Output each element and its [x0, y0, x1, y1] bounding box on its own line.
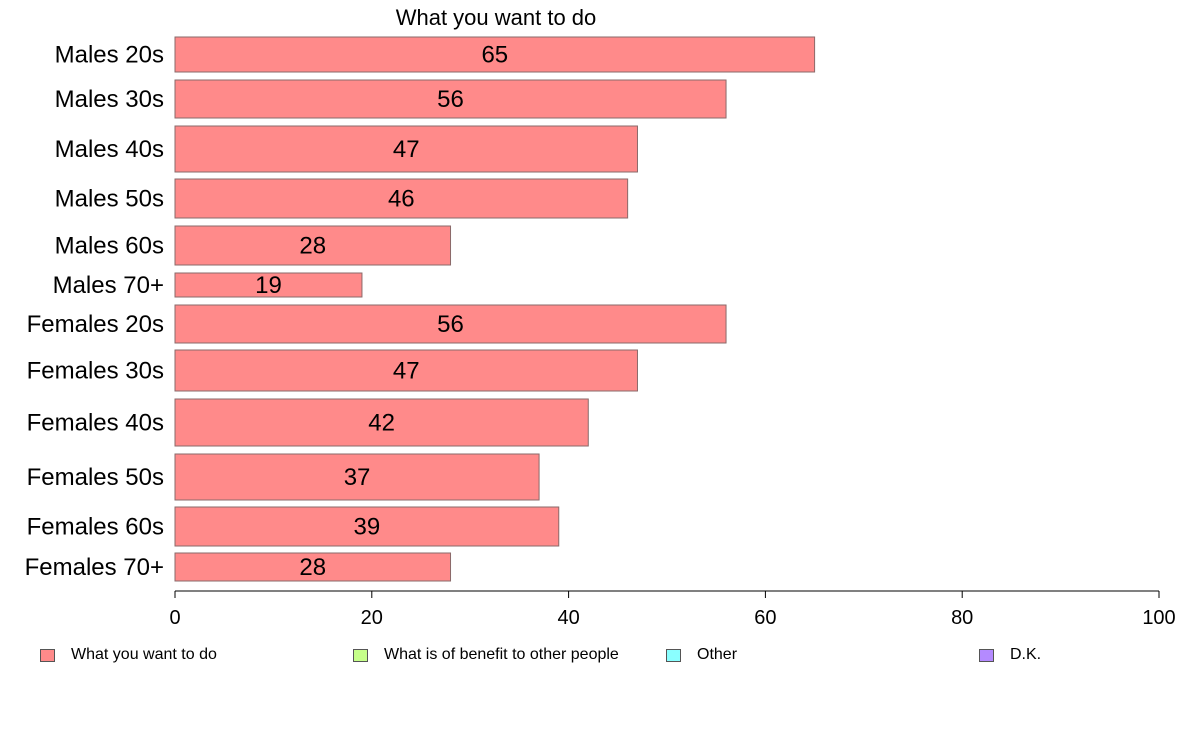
category-label: Females 60s — [27, 514, 164, 541]
category-label: Males 40s — [55, 136, 164, 163]
data-label: 65 — [481, 42, 508, 69]
category-label: Males 70+ — [53, 272, 164, 299]
bar — [174, 79, 727, 119]
bar — [174, 36, 816, 73]
chart-legend: What you want to do What is of benefit t… — [0, 646, 1188, 666]
category-label: Males 50s — [55, 186, 164, 213]
category-label: Males 20s — [55, 42, 164, 69]
category-label: Females 20s — [27, 311, 164, 338]
bar — [174, 552, 452, 582]
category-label: Males 30s — [55, 86, 164, 113]
x-tick-label: 0 — [169, 607, 180, 629]
bar — [174, 506, 560, 547]
category-label: Females 40s — [27, 410, 164, 437]
data-label: 28 — [299, 233, 326, 260]
data-label: 56 — [437, 86, 464, 113]
data-label: 46 — [388, 186, 415, 213]
bar — [174, 225, 452, 266]
bar — [174, 453, 540, 501]
legend-item-what-you-want-to-do: What you want to do — [40, 646, 217, 664]
x-tick-label: 80 — [951, 607, 973, 629]
bar — [174, 272, 363, 298]
bar — [174, 125, 638, 173]
legend-item-dk: D.K. — [979, 646, 1041, 664]
bar — [174, 304, 727, 344]
data-label: 37 — [344, 464, 371, 491]
data-label: 39 — [354, 514, 381, 541]
data-label: 42 — [368, 410, 395, 437]
bar — [174, 349, 638, 392]
category-label: Males 60s — [55, 233, 164, 260]
bar — [174, 398, 589, 447]
bar — [174, 178, 629, 219]
data-label: 56 — [437, 311, 464, 338]
data-label: 47 — [393, 136, 420, 163]
legend-item-other: Other — [666, 646, 737, 664]
x-tick-label: 60 — [754, 607, 776, 629]
chart-title: What you want to do — [395, 5, 597, 30]
data-label: 19 — [255, 272, 282, 299]
category-label: Females 50s — [27, 464, 164, 491]
x-tick-label: 100 — [1142, 607, 1175, 629]
category-label: Females 30s — [27, 358, 164, 385]
legend-swatch — [353, 648, 368, 662]
legend-item-benefit-to-others: What is of benefit to other people — [353, 646, 619, 664]
category-label: Females 70+ — [25, 554, 164, 581]
legend-swatch — [666, 648, 681, 662]
legend-swatch — [40, 648, 55, 662]
legend-label: Other — [697, 646, 738, 663]
legend-label: What you want to do — [71, 646, 217, 663]
data-label: 28 — [299, 554, 326, 581]
x-tick-label: 40 — [557, 607, 579, 629]
x-tick-label: 20 — [361, 607, 383, 629]
data-label: 47 — [393, 358, 420, 385]
legend-label: D.K. — [1010, 646, 1042, 663]
legend-swatch — [979, 648, 994, 662]
legend-label: What is of benefit to other people — [384, 646, 619, 663]
